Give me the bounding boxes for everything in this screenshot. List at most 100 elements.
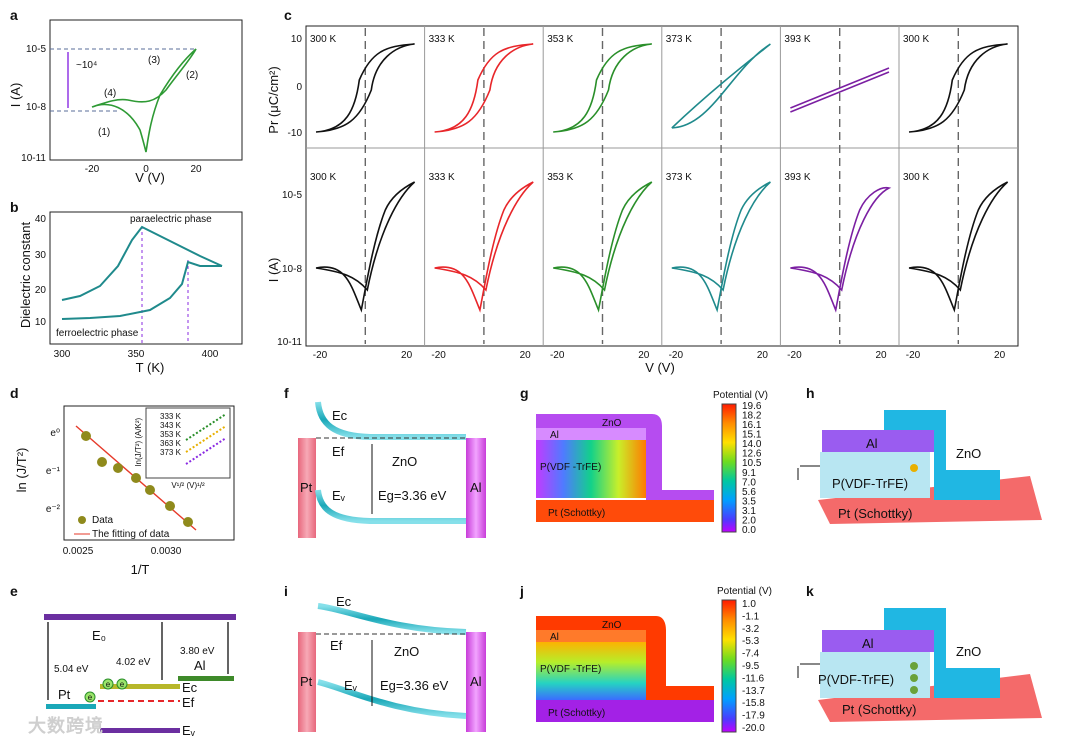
panel-k-device: Pt (Schottky) P(VDF-TrFE) Al ZnO — [797, 608, 1042, 722]
panel-c-xtick: 20 — [875, 350, 887, 361]
panel-d-ytick: e⁻¹ — [46, 466, 61, 477]
panel-c-xtick: -20 — [906, 350, 921, 361]
panel-c-bottom-ytick: 10-5 — [282, 190, 302, 201]
panel-h-device: Pt (Schottky) P(VDF-TrFE) Al ZnO — [797, 410, 1042, 524]
panel-a-xtick: 20 — [190, 164, 202, 175]
panel-c-xtick: -20 — [313, 350, 328, 361]
panel-e-pt-label: Pt — [58, 687, 71, 702]
panel-c-hysteresis-loop — [434, 43, 534, 133]
panel-c-column: 333 K 333 K -20 20 — [424, 26, 534, 361]
panel-b-upper-label: paraelectric phase — [130, 214, 212, 225]
colorbar-tick-label: 5.6 — [742, 487, 756, 498]
panel-label-f: f — [284, 385, 289, 401]
panel-c-xtick: 20 — [757, 350, 769, 361]
panel-d-ytick: e⁻² — [46, 504, 61, 515]
panel-d-legend-data-marker — [78, 516, 86, 524]
panel-label-k: k — [806, 583, 814, 599]
panel-a-xtick: -20 — [85, 164, 100, 175]
colorbar-tick-label: -3.2 — [742, 624, 760, 635]
panel-d-point — [113, 463, 123, 473]
panel-b-ytick: 20 — [35, 285, 47, 296]
panel-b-cooling-curve — [61, 260, 222, 320]
panel-a-plot: I (A) V (V) 10-5 10-8 10-11 -20 0 20 ~10… — [8, 19, 243, 185]
panel-label-h: h — [806, 385, 815, 401]
panel-c-hysteresis-loop — [553, 43, 652, 133]
panel-c-temp-label-top: 393 K — [784, 34, 810, 45]
panel-b-xtick: 400 — [202, 349, 219, 360]
colorbar-tick-label: 18.2 — [742, 411, 762, 422]
panel-d-points — [81, 431, 193, 527]
panel-label-i: i — [284, 583, 288, 599]
panel-k-zno-label: ZnO — [956, 644, 981, 659]
panel-f-pt-electrode — [298, 438, 316, 538]
panel-h-pvdf-label: P(VDF-TrFE) — [832, 476, 908, 491]
panel-c-iv-curve — [315, 181, 416, 313]
panel-d-inset-legend: 333 K 343 K 353 K 363 K 373 K — [160, 412, 182, 457]
panel-c-iv-curve — [434, 181, 534, 313]
panel-d-xlabel: 1/T — [131, 562, 150, 577]
panel-g-pvdf-label: P(VDF -TrFE) — [540, 462, 601, 473]
panel-e-electron — [116, 678, 128, 690]
panel-i-pt-label: Pt — [300, 674, 313, 689]
panel-h-hole — [910, 464, 918, 472]
panel-c-column: 353 K 353 K -20 20 — [542, 26, 653, 361]
panel-c-top-ytick: 10 — [291, 34, 303, 45]
panel-label-j: j — [519, 583, 524, 599]
panel-j-pt-layer — [536, 700, 714, 722]
panel-c-hysteresis-loop — [315, 43, 415, 133]
panel-f-ev-band — [315, 489, 466, 524]
colorbar-tick-label: -5.3 — [742, 636, 760, 647]
panel-e-ec-level — [100, 684, 180, 689]
panel-i-zno-label: ZnO — [394, 644, 419, 659]
panel-e-diagram: E₀ 5.04 eV 4.02 eV 3.80 eV Al Ec Ef Pt E… — [44, 614, 236, 738]
panel-f-al-label: Al — [470, 480, 482, 495]
panel-k-electron — [910, 662, 918, 670]
panel-d-inset-ylabel: ln(J/T²) (A/K²) — [134, 417, 143, 466]
panel-f-zno-label: ZnO — [392, 454, 417, 469]
panel-h-al-label: Al — [866, 436, 878, 451]
panel-a-iv-curve — [91, 48, 197, 153]
panel-g-al-label: Al — [550, 430, 559, 441]
panel-i-bandgap: Eg=3.36 eV — [380, 678, 449, 693]
panel-f-ec-band — [315, 401, 466, 440]
panel-e-ev-level — [100, 728, 180, 733]
panel-e-electron-label: e — [106, 680, 111, 689]
panel-c-top-ytick: 0 — [296, 82, 302, 93]
watermark: 大数跨境 — [28, 716, 104, 737]
panel-k-electron — [910, 674, 918, 682]
colorbar-tick-label: 10.5 — [742, 458, 762, 469]
panel-c-bottom-ytick: 10-8 — [282, 264, 302, 275]
panel-e-e0: E₀ — [92, 628, 106, 643]
panel-j-al-label: Al — [550, 632, 559, 643]
panel-k-zno-layer — [884, 608, 1000, 698]
panel-i-ec-band — [317, 603, 467, 635]
panel-c-column: 393 K 393 K -20 20 — [779, 26, 892, 361]
panel-b-frame — [49, 211, 243, 345]
panel-j-al-layer — [536, 630, 646, 642]
panel-j-colorbar-labels: 1.0-1.1 -3.2-5.3 -7.4-9.5-11.6 -13.7-15.8 -1… — [742, 599, 765, 734]
panel-d-point — [131, 473, 141, 483]
panel-c-top-ytick: -10 — [288, 128, 303, 139]
panel-k-electron — [910, 686, 918, 694]
panel-e-electron — [102, 678, 114, 690]
panel-c-xtick: 20 — [994, 350, 1006, 361]
panel-k-pt-label: Pt (Schottky) — [842, 702, 916, 717]
panel-i-ev-label: Eᵥ — [344, 678, 358, 693]
panel-d-xtick: 0.0025 — [63, 546, 94, 557]
panel-i-pt-electrode — [298, 632, 316, 732]
panel-c-hysteresis-loop — [908, 43, 1008, 133]
panel-h-pt-label: Pt (Schottky) — [838, 506, 912, 521]
panel-b-xtick: 350 — [128, 349, 145, 360]
colorbar-tick-label: -1.1 — [742, 611, 760, 622]
panel-a-ytick: 10-5 — [26, 44, 46, 55]
panel-d-point — [97, 457, 107, 467]
panel-d-inset-xlabel: V¹/² (V)¹/² — [171, 481, 205, 490]
panel-a-step: (3) — [148, 55, 160, 66]
panel-e-electron-label: e — [88, 693, 93, 702]
panel-c-bottom-ylabel: I (A) — [266, 258, 281, 283]
panel-f-ev-label: Eᵥ — [332, 488, 346, 503]
panel-a-step: (4) — [104, 88, 116, 99]
panel-c-xtick: -20 — [431, 350, 446, 361]
panel-c-xtick: -20 — [550, 350, 565, 361]
